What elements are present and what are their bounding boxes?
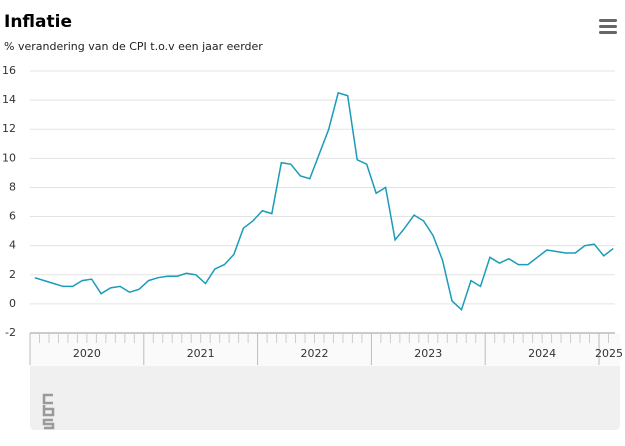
menu-button[interactable] bbox=[599, 19, 617, 34]
y-tick-label: -2 bbox=[5, 326, 16, 339]
x-tick-label: 2022 bbox=[301, 347, 329, 360]
x-axis-band bbox=[30, 333, 620, 366]
y-tick-label: 8 bbox=[9, 180, 16, 193]
y-tick-label: 12 bbox=[2, 122, 16, 135]
y-tick-label: 4 bbox=[9, 239, 16, 252]
chart-title: Inflatie bbox=[4, 12, 72, 32]
x-tick-label: 2023 bbox=[414, 347, 442, 360]
x-tick-label: 2025 bbox=[595, 347, 623, 360]
x-tick-label: 2021 bbox=[187, 347, 215, 360]
y-tick-label: 14 bbox=[2, 93, 16, 106]
y-tick-label: 6 bbox=[9, 210, 16, 223]
y-tick-label: 2 bbox=[9, 268, 16, 281]
y-tick-label: 16 bbox=[2, 64, 16, 77]
x-tick-label: 2024 bbox=[528, 347, 556, 360]
cbs-logo bbox=[42, 393, 55, 430]
data-line bbox=[34, 91, 614, 312]
y-tick-label: 0 bbox=[9, 297, 16, 310]
y-tick-label: 10 bbox=[2, 151, 16, 164]
chart-subtitle: % verandering van de CPI t.o.v een jaar … bbox=[4, 40, 263, 53]
x-tick-label: 2020 bbox=[73, 347, 101, 360]
